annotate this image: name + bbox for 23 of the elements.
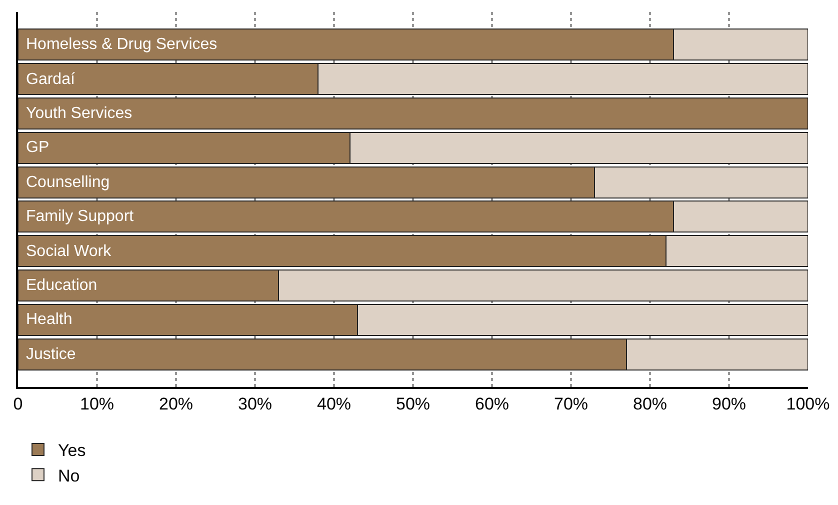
x-tick-label: 10% [80,394,114,414]
x-tick-label: 100% [786,394,830,414]
y-tick-label: Social Work [26,243,112,260]
y-tick-label: Justice [26,346,76,363]
y-tick-label: Gardaí [26,71,76,88]
y-tick-label: GP [26,139,50,156]
y-tick-label: Homeless & Drug Services [26,36,218,53]
legend-label: Yes [58,441,86,460]
x-tick-label: 80% [632,394,668,414]
y-tick-label: Health [26,311,72,328]
x-tick-label: 0 [13,394,23,414]
x-tick-label: 60% [474,394,510,414]
x-tick-label: 20% [158,394,194,414]
legend-label: No [58,466,80,486]
x-tick-label: 50% [396,394,430,414]
x-tick-label: 70% [554,394,588,414]
x-tick-label: 30% [238,394,272,414]
y-tick-label: Counselling [26,174,110,191]
y-tick-label: Education [26,277,98,294]
x-tick-label: 90% [712,394,746,414]
y-tick-label: Youth Services [26,105,132,122]
y-tick-label: Family Support [26,208,134,225]
x-tick-label: 40% [316,394,352,414]
